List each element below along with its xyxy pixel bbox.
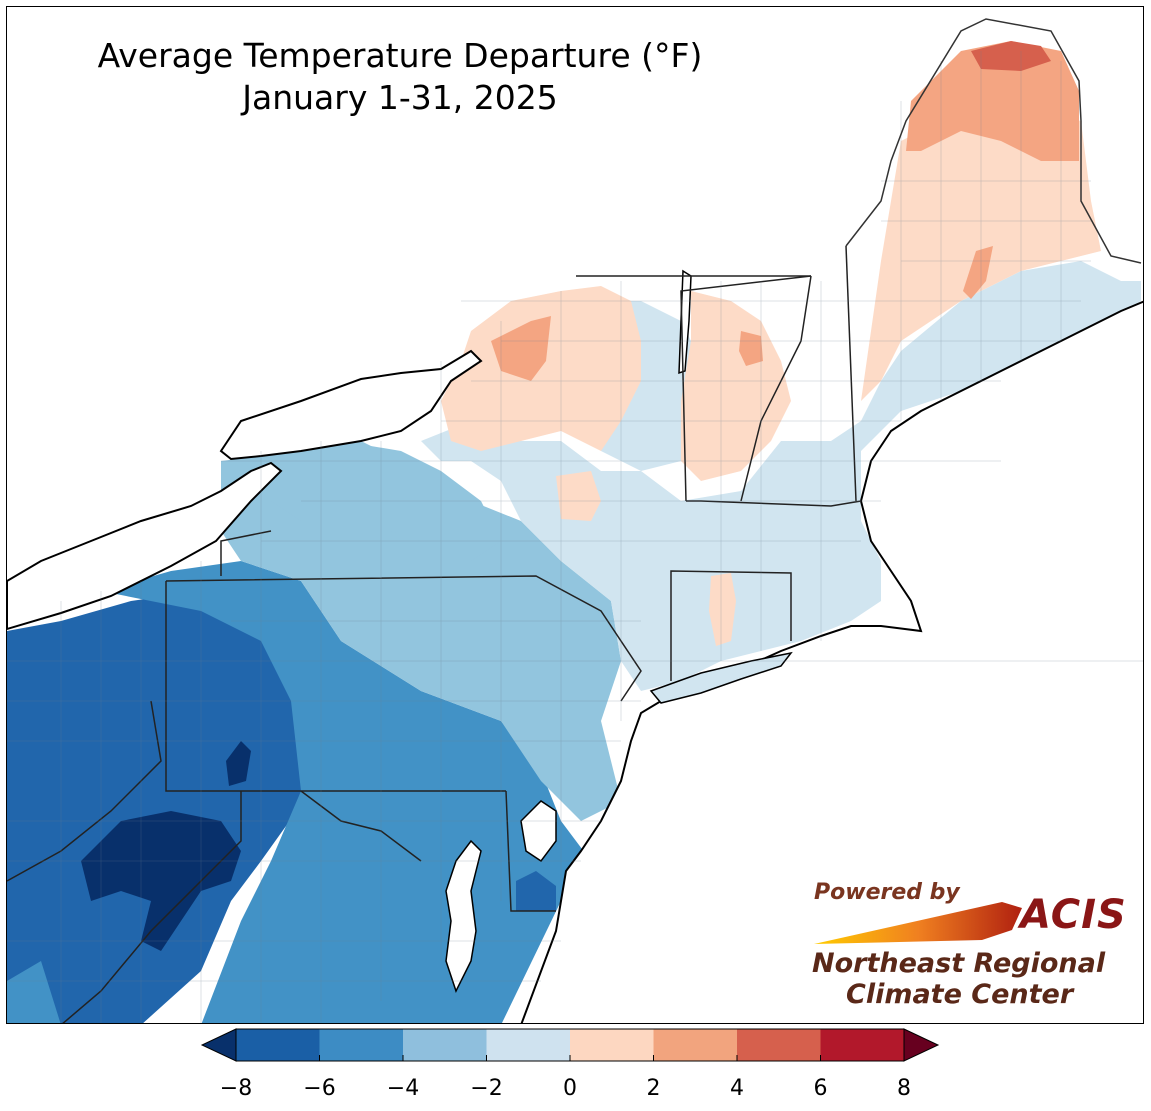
- colorbar-segment: [486, 1029, 570, 1061]
- colorbar-segment: [319, 1029, 403, 1061]
- long-island: [649, 651, 793, 704]
- region-neg2-pa: [221, 441, 621, 821]
- region-pos0-ny2: [556, 471, 601, 521]
- org-name-line2: Climate Center: [846, 979, 1074, 1010]
- temperature-departure-map: [7, 18, 1143, 1023]
- region-pos2-nny: [491, 316, 551, 381]
- org-name-line1: Northeast Regional: [812, 948, 1106, 979]
- colorbar-segment: [653, 1029, 737, 1061]
- colorbar-tick-label: −2: [470, 1076, 503, 1101]
- region-pos2-me2: [963, 246, 993, 299]
- colorbar-tick-label: 0: [563, 1076, 577, 1101]
- chesapeake-bay: [445, 839, 482, 993]
- powered-by-text: Powered by: [814, 880, 960, 905]
- atlantic-ocean: [520, 300, 1143, 1023]
- region-pos2-vt: [739, 331, 763, 366]
- region-pos0-nny: [441, 286, 641, 451]
- acis-logo-text: ACIS: [1020, 892, 1127, 938]
- region-neg0-ne: [421, 261, 1141, 691]
- region-pos4-nme: [971, 41, 1051, 71]
- region-pos2-nme: [906, 41, 1079, 161]
- colorbar-segment: [403, 1029, 487, 1061]
- map-title: Average Temperature Departure (°F): [97, 36, 703, 75]
- county-lines: [7, 51, 1143, 1023]
- nrcc-logo: Powered by ACIS Northeast Regional Clima…: [808, 880, 1128, 1010]
- colorbar-tick-label: −8: [219, 1076, 253, 1101]
- map-subtitle: January 1-31, 2025: [242, 78, 558, 117]
- colorbar-tick-label: −6: [303, 1076, 336, 1101]
- region-neg4-west: [7, 961, 61, 1023]
- region-dark-wv: [81, 811, 241, 951]
- region-neg6-southwest: [7, 591, 321, 1023]
- lake-erie: [7, 461, 283, 631]
- colorbar-tick-label: −4: [386, 1076, 420, 1101]
- region-neg6-de: [516, 871, 556, 911]
- colorbar-under-arrow: [200, 1028, 237, 1062]
- northern-border: [845, 18, 1142, 264]
- colorbar-segment: [737, 1029, 821, 1061]
- acis-swoosh-icon: [814, 902, 1022, 944]
- colorbar-tick-label: 6: [813, 1076, 828, 1101]
- delaware-bay: [520, 800, 557, 863]
- state-borders: [7, 245, 862, 1023]
- colorbar-tick-label: 2: [646, 1076, 661, 1101]
- region-dark-pa: [226, 741, 251, 786]
- lake-ontario: [219, 349, 483, 461]
- colorbar-segment: [570, 1029, 654, 1061]
- colorbar: [200, 1028, 940, 1062]
- region-pos0-ct: [709, 573, 736, 646]
- colorbar-segment: [820, 1029, 904, 1061]
- colorbar-tick-label: 8: [897, 1076, 911, 1101]
- colorbar-segment: [236, 1029, 320, 1061]
- colorbar-tick-label: 4: [730, 1076, 744, 1101]
- colorbar-over-arrow: [903, 1028, 940, 1062]
- region-pos0-vt: [681, 291, 791, 481]
- region-neg2-nyw: [271, 441, 501, 561]
- map-frame: [6, 6, 1144, 1024]
